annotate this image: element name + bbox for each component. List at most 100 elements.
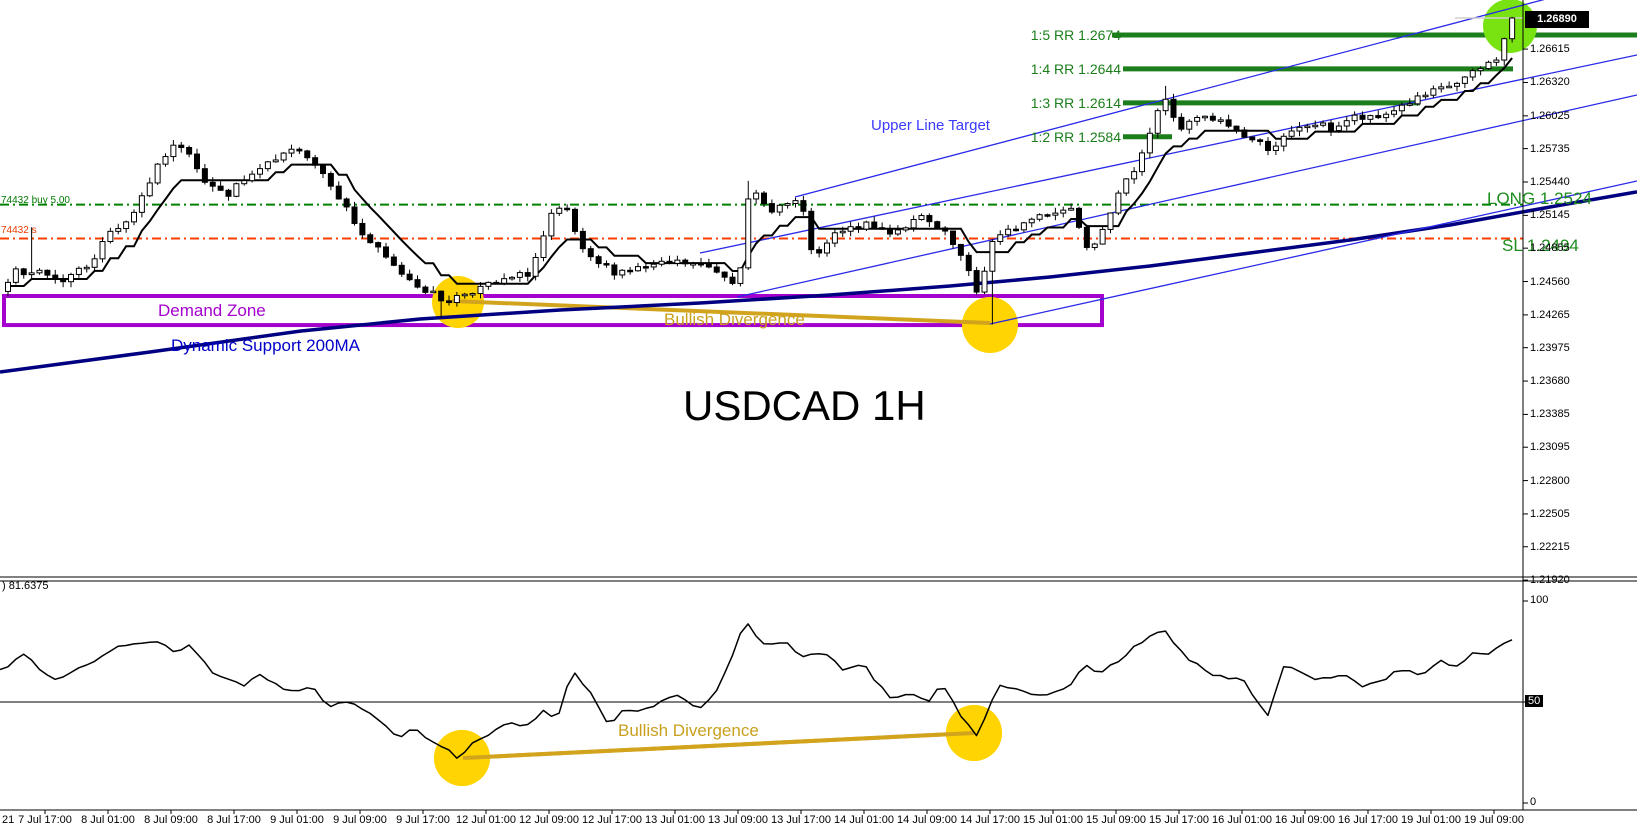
time-axis-label: 21	[2, 814, 15, 826]
candle-body	[296, 148, 303, 152]
candle-body	[217, 185, 224, 191]
candle-body	[611, 264, 618, 276]
candle-body	[75, 267, 82, 275]
price-axis-label: 1.25440	[1530, 175, 1570, 188]
candle-body	[957, 243, 964, 256]
candle-body	[1257, 139, 1264, 142]
candle-body	[887, 228, 893, 235]
candle-body	[1351, 114, 1358, 122]
time-axis-label: 9 Jul 01:00	[270, 814, 324, 826]
candle-body	[249, 173, 256, 182]
candle-body	[926, 215, 933, 223]
candle-body	[603, 263, 610, 266]
candle-body	[587, 248, 594, 258]
candle-body	[1335, 125, 1342, 132]
candle-body	[304, 150, 311, 159]
candle-body	[1304, 125, 1311, 129]
candle-body	[524, 272, 531, 277]
trailing-step-line	[8, 57, 1513, 287]
candle-body	[91, 258, 98, 268]
candle-body	[1391, 110, 1397, 115]
candle-body	[52, 274, 59, 280]
candle-body	[1454, 82, 1460, 87]
rr-target-label: 1:4 RR 1.2644	[1030, 60, 1121, 77]
candle-body	[855, 226, 862, 230]
candle-body	[1406, 103, 1413, 106]
price-axis-label: 1.22505	[1530, 507, 1570, 520]
candle-body	[1383, 113, 1390, 119]
candle-body	[501, 278, 508, 284]
price-axis-label: 1.22215	[1530, 540, 1570, 553]
candle-body	[1099, 228, 1106, 245]
candle-body	[579, 230, 586, 250]
candle-body	[1280, 135, 1287, 147]
time-axis-label: 14 Jul 17:00	[960, 814, 1020, 826]
time-axis-label: 8 Jul 01:00	[81, 814, 135, 826]
candle-body	[997, 234, 1004, 243]
candle-body	[241, 180, 248, 185]
candle-body	[737, 267, 744, 284]
oscillator-line	[0, 623, 1513, 759]
candle-body	[1052, 212, 1059, 216]
candle-body	[335, 185, 342, 200]
candle-body	[698, 262, 704, 266]
candle-body	[1131, 171, 1138, 180]
candle-body	[879, 227, 886, 230]
time-axis-label: 19 Jul 01:00	[1401, 814, 1461, 826]
time-axis-label: 7 Jul 17:00	[18, 814, 72, 826]
time-axis-label: 15 Jul 09:00	[1086, 814, 1146, 826]
candle-body	[1501, 38, 1508, 61]
candle-body	[1249, 136, 1256, 141]
candle-body	[383, 246, 389, 258]
order-buy-label: 74432 buy 5.00	[1, 195, 70, 206]
candle-body	[918, 215, 925, 220]
order-sell-label: 74432 s	[1, 225, 37, 236]
candle-body	[1028, 218, 1035, 224]
time-axis-label: 12 Jul 01:00	[456, 814, 516, 826]
price-axis-label: 1.23680	[1530, 375, 1570, 388]
candle-body	[406, 273, 413, 281]
time-axis-label: 13 Jul 01:00	[645, 814, 705, 826]
candle-body	[5, 281, 11, 292]
candle-body	[351, 206, 358, 224]
candle-body	[1241, 129, 1248, 138]
candle-body	[595, 256, 602, 265]
candle-body	[123, 221, 130, 230]
candle-body	[44, 269, 51, 276]
candle-body	[209, 181, 216, 187]
candle-body	[170, 144, 177, 158]
candle-body	[863, 221, 870, 230]
candle-body	[650, 263, 657, 268]
price-axis-label: 1.22800	[1530, 474, 1570, 487]
candle-body	[430, 290, 437, 294]
time-axis-label: 9 Jul 17:00	[396, 814, 450, 826]
candle-body	[902, 227, 909, 231]
bullish-divergence-label-price: Bullish Divergence	[664, 310, 805, 329]
oscillator-axis-label: 100	[1530, 594, 1549, 606]
candle-body	[1123, 178, 1130, 194]
candle-body	[201, 168, 208, 183]
candle-body	[839, 230, 846, 234]
candle-body	[288, 148, 295, 154]
candle-body	[327, 173, 334, 187]
candle-body	[453, 294, 460, 304]
candle-body	[1320, 122, 1327, 126]
candle-body	[99, 241, 106, 260]
candle-body	[36, 269, 43, 274]
candle-body	[422, 286, 429, 293]
rr-target-label: 1:5 RR 1.2674	[1030, 26, 1121, 43]
candle-body	[1020, 222, 1027, 231]
candle-body	[682, 259, 689, 265]
candle-body	[1154, 110, 1161, 134]
candle-body	[414, 279, 421, 288]
candle-body	[713, 266, 720, 273]
time-axis-label: 15 Jul 17:00	[1149, 814, 1209, 826]
time-axis-label: 16 Jul 09:00	[1275, 814, 1335, 826]
candle-body	[438, 290, 445, 302]
candle-body	[800, 200, 807, 212]
dynamic-support-label: Dynamic Support 200MA	[171, 336, 360, 355]
candle-body	[1209, 115, 1216, 121]
candle-body	[871, 221, 878, 229]
